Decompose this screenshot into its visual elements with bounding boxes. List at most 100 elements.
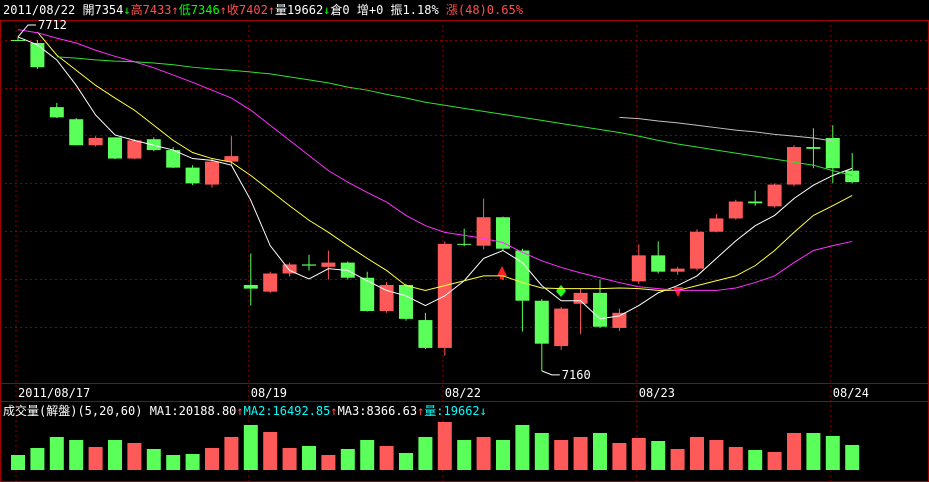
volume-bar [612,442,627,470]
header-item: 開7354 [82,3,124,17]
candle-body [534,300,549,344]
x-tick-label: 08/19 [251,386,287,400]
candle-body [379,284,394,312]
candle-body [127,140,142,159]
header-item: ↑ [417,404,425,418]
ma-line [17,36,853,320]
volume-bar [243,424,258,470]
header-item: ↑ [236,404,244,418]
x-tick-label: 08/23 [639,386,675,400]
volume-bar [321,454,336,470]
candle-body [496,217,510,249]
volume-bar [496,439,510,470]
volume-bar [845,444,860,470]
volume-bar [205,447,219,470]
annotation-leader [541,370,560,376]
header-item: 漲(48)0.65% [445,3,523,17]
candle-body [399,284,413,319]
header-item: MA1:20188.80 [149,404,237,418]
header-item: ↓ [323,3,331,17]
ma-line [619,116,833,142]
volume-bar [360,439,375,470]
volume-bar [185,453,200,470]
signal-up [497,266,507,276]
annotation: 7712 [38,18,67,32]
volume-bar [651,440,666,470]
header-item: MA3:8366.63 [337,404,418,418]
header-item: 量19662 [275,3,324,17]
candle-body [418,320,433,348]
volume-bar [593,432,607,470]
candle-body [767,184,782,207]
volume-bar [748,449,763,470]
volume-bar [573,436,588,470]
candle-body [728,201,743,219]
candle-body [690,231,704,269]
volume-bar [166,454,181,470]
header-item: MA2:16492.85 [243,404,331,418]
volume-bar [340,448,355,470]
signal-down [673,287,683,297]
x-tick-label: 08/22 [445,386,481,400]
header-item: 成交量(解盤)(5,20,60) [3,404,150,418]
volume-header: 成交量(解盤)(5,20,60) MA1:20188.80↑MA2:16492.… [3,404,487,418]
volume-bar [787,432,801,470]
candle-body [88,137,103,146]
candle-body [146,139,161,151]
volume-bar [825,435,840,470]
candle-body [748,201,763,204]
candle-body [282,264,297,274]
candle-body [243,284,258,289]
header-item: 2011/08/22 [3,3,83,17]
volume-bar [263,431,278,470]
candle-body [515,250,530,301]
volume-bar [49,436,64,470]
header-item: ↑ [330,404,338,418]
volume-bar [457,439,472,470]
candle-body [845,170,860,183]
volume-bar [670,448,685,470]
candle-body [49,107,64,118]
candle-body [69,119,84,146]
volume-bar [399,452,413,470]
header-item: ↑ [267,3,276,17]
volume-bar [302,445,316,470]
candle-body [321,262,336,267]
volume-bar [515,424,530,470]
header-item: 增+0 [356,3,391,17]
candle-body [360,277,375,312]
header-item: ↑ [171,3,179,17]
candle-body [302,264,316,266]
candle-body [573,292,588,304]
candle-body [709,218,724,232]
candle-body [670,268,685,272]
candle-body [825,137,840,169]
volume-bar [554,439,569,470]
volume-bar [127,442,142,470]
header-item: 量:19662 [424,404,480,418]
volume-bar [108,439,122,470]
volume-bar [728,446,743,470]
candle-body [185,167,200,184]
header-item: 倉0 [330,3,357,17]
candle-body [263,273,278,292]
header-item: ↓ [123,3,131,17]
candle-body [30,42,45,68]
candle-body [787,147,801,185]
header-item: 低7346 [178,3,220,17]
signal [556,285,566,297]
candle-body [593,292,607,327]
candle-body [631,255,646,282]
x-tick-label: 2011/08/17 [18,386,90,400]
volume-bar [806,432,821,470]
candle-body [476,217,491,246]
candle-body [612,312,627,328]
volume-bar [11,454,25,470]
candle-body [651,255,666,272]
candle-body [108,137,122,159]
volume-bar [767,451,782,470]
volume-bar [88,446,103,470]
candle-body [205,161,219,185]
volume-bar [631,437,646,470]
